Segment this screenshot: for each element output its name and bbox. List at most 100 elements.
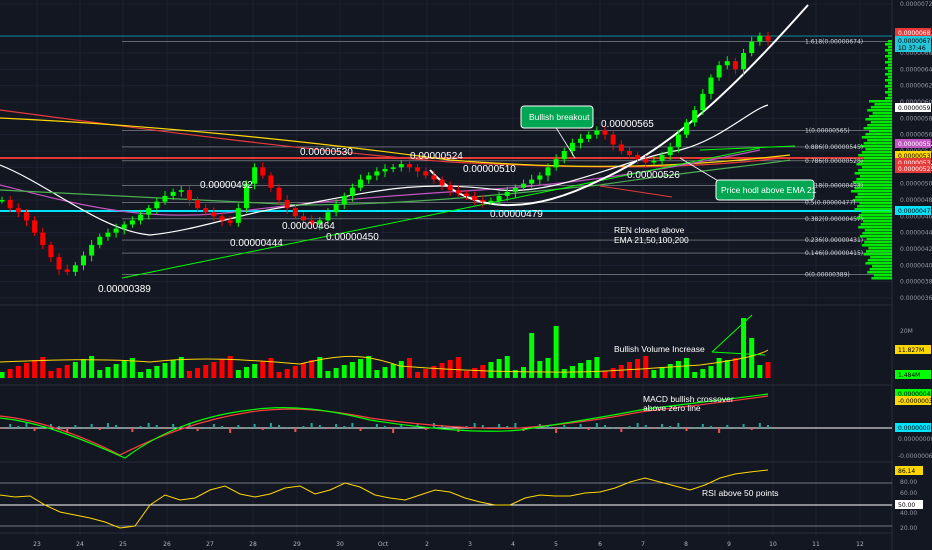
volume-profile-bar: [885, 49, 892, 52]
rsi-line: [0, 469, 769, 529]
fib-level-label: 1(0.00000565): [805, 128, 850, 135]
volume-bar: [423, 369, 429, 378]
volume-bar: [521, 367, 527, 378]
macd-histogram-bar: [742, 424, 745, 428]
macd-badge: 0.00000000: [898, 436, 932, 443]
volume-bar: [488, 362, 494, 378]
candle-body: [708, 77, 714, 94]
macd-histogram-bar: [620, 428, 623, 432]
candle-body: [496, 195, 502, 201]
candle-body: [732, 61, 738, 70]
candle-body: [243, 183, 249, 209]
candle-body: [178, 190, 184, 192]
macd-histogram-bar: [726, 425, 729, 428]
candle-body: [741, 53, 747, 70]
volume-trendline-2: [711, 351, 766, 356]
volume-profile-bar: [858, 154, 892, 157]
macd-histogram-bar: [131, 428, 134, 432]
candle-body: [504, 191, 510, 196]
rsi-tick: 80.00: [900, 479, 917, 486]
volume-bar: [732, 358, 738, 378]
candle-body: [406, 164, 412, 168]
volume-profile-bar: [861, 151, 892, 154]
volume-bar: [72, 362, 78, 378]
volume-profile-bar: [872, 265, 892, 268]
date-tick: 25: [119, 541, 127, 548]
volume-profile-bar: [864, 229, 892, 232]
candle-body: [586, 134, 592, 139]
macd-histogram-bar: [172, 424, 175, 428]
macd-histogram-bar: [115, 425, 118, 428]
candle-body: [48, 244, 54, 258]
macd-badge-bg: [895, 396, 931, 405]
volume-pane[interactable]: [0, 318, 771, 378]
candlesticks[interactable]: [0, 31, 771, 276]
volume-bar: [398, 361, 404, 378]
macd-histogram-bar: [9, 424, 12, 428]
price-annotation: 0.00000510: [463, 164, 516, 175]
volume-badge-bg: [895, 345, 931, 354]
macd-histogram-bar: [612, 427, 615, 428]
macd-histogram-bar: [636, 423, 639, 428]
candle-body: [553, 159, 559, 168]
volume-bar: [749, 338, 755, 378]
candle-body: [292, 208, 298, 217]
volume-profile-bar: [867, 109, 892, 112]
volume-profile-bar: [888, 46, 892, 49]
volume-bar: [382, 367, 388, 378]
price-badge: 0.00000532: [898, 160, 932, 167]
macd-histogram-bar: [701, 424, 704, 428]
volume-bar: [178, 357, 184, 378]
macd-histogram-bar: [66, 428, 69, 433]
volume-bar: [586, 360, 592, 378]
candle-body: [129, 220, 135, 225]
macd-note-1: MACD bullish crossover: [643, 394, 734, 404]
volume-profile-bar: [866, 238, 892, 241]
volume-profile-bar: [888, 64, 892, 67]
macd-histogram-bar: [758, 423, 761, 428]
candle-body: [170, 191, 176, 196]
candle-body: [561, 151, 567, 160]
macd-histogram-bar: [579, 424, 582, 428]
callout-hodl[interactable]: Price hodl above EMA 21: [679, 157, 817, 201]
macd-histogram-bar: [188, 423, 191, 428]
date-axis[interactable]: 23 24 25 26 27 28 29 30 Oct 2 3 4 5 6 7 8 9 10 11 12: [33, 541, 864, 548]
volume-profile-bar: [865, 118, 892, 121]
volume-profile-bar: [864, 241, 892, 244]
date-tick: 30: [336, 541, 344, 548]
macd-histogram-bar: [685, 428, 688, 431]
volume-bar: [243, 367, 249, 378]
ren-closed-note-2: EMA 21,50,100,200: [614, 235, 689, 245]
volume-bar: [463, 371, 469, 378]
price-annotation: 0.00000565: [601, 119, 654, 130]
candle-body: [431, 175, 437, 180]
candle-body: [716, 65, 722, 78]
candle-body: [97, 236, 103, 245]
rsi-pane[interactable]: RSI above 50 points: [0, 469, 892, 529]
candle-body: [121, 224, 127, 229]
macd-histogram-bar: [571, 427, 574, 428]
macd-pane[interactable]: MACD bullish crossover above zero line: [0, 393, 892, 459]
rsi-note: RSI above 50 points: [702, 488, 779, 498]
candle-body: [455, 190, 461, 194]
price-badge-bg: [895, 206, 931, 215]
price-annotation: 0.00000526: [627, 170, 680, 181]
volume-bar: [765, 362, 771, 378]
candle-body: [724, 61, 730, 66]
volume-bar: [309, 360, 315, 378]
callout-breakout[interactable]: Bullish breakout: [520, 105, 594, 159]
candle-body: [89, 244, 95, 256]
volume-bar: [341, 365, 347, 378]
volume-bar: [578, 363, 584, 378]
volume-profile-bar: [885, 61, 892, 64]
macd-histogram-bar: [302, 426, 305, 428]
price-badge: 0.00000675: [898, 38, 932, 45]
volume-profile-bar: [866, 250, 892, 253]
